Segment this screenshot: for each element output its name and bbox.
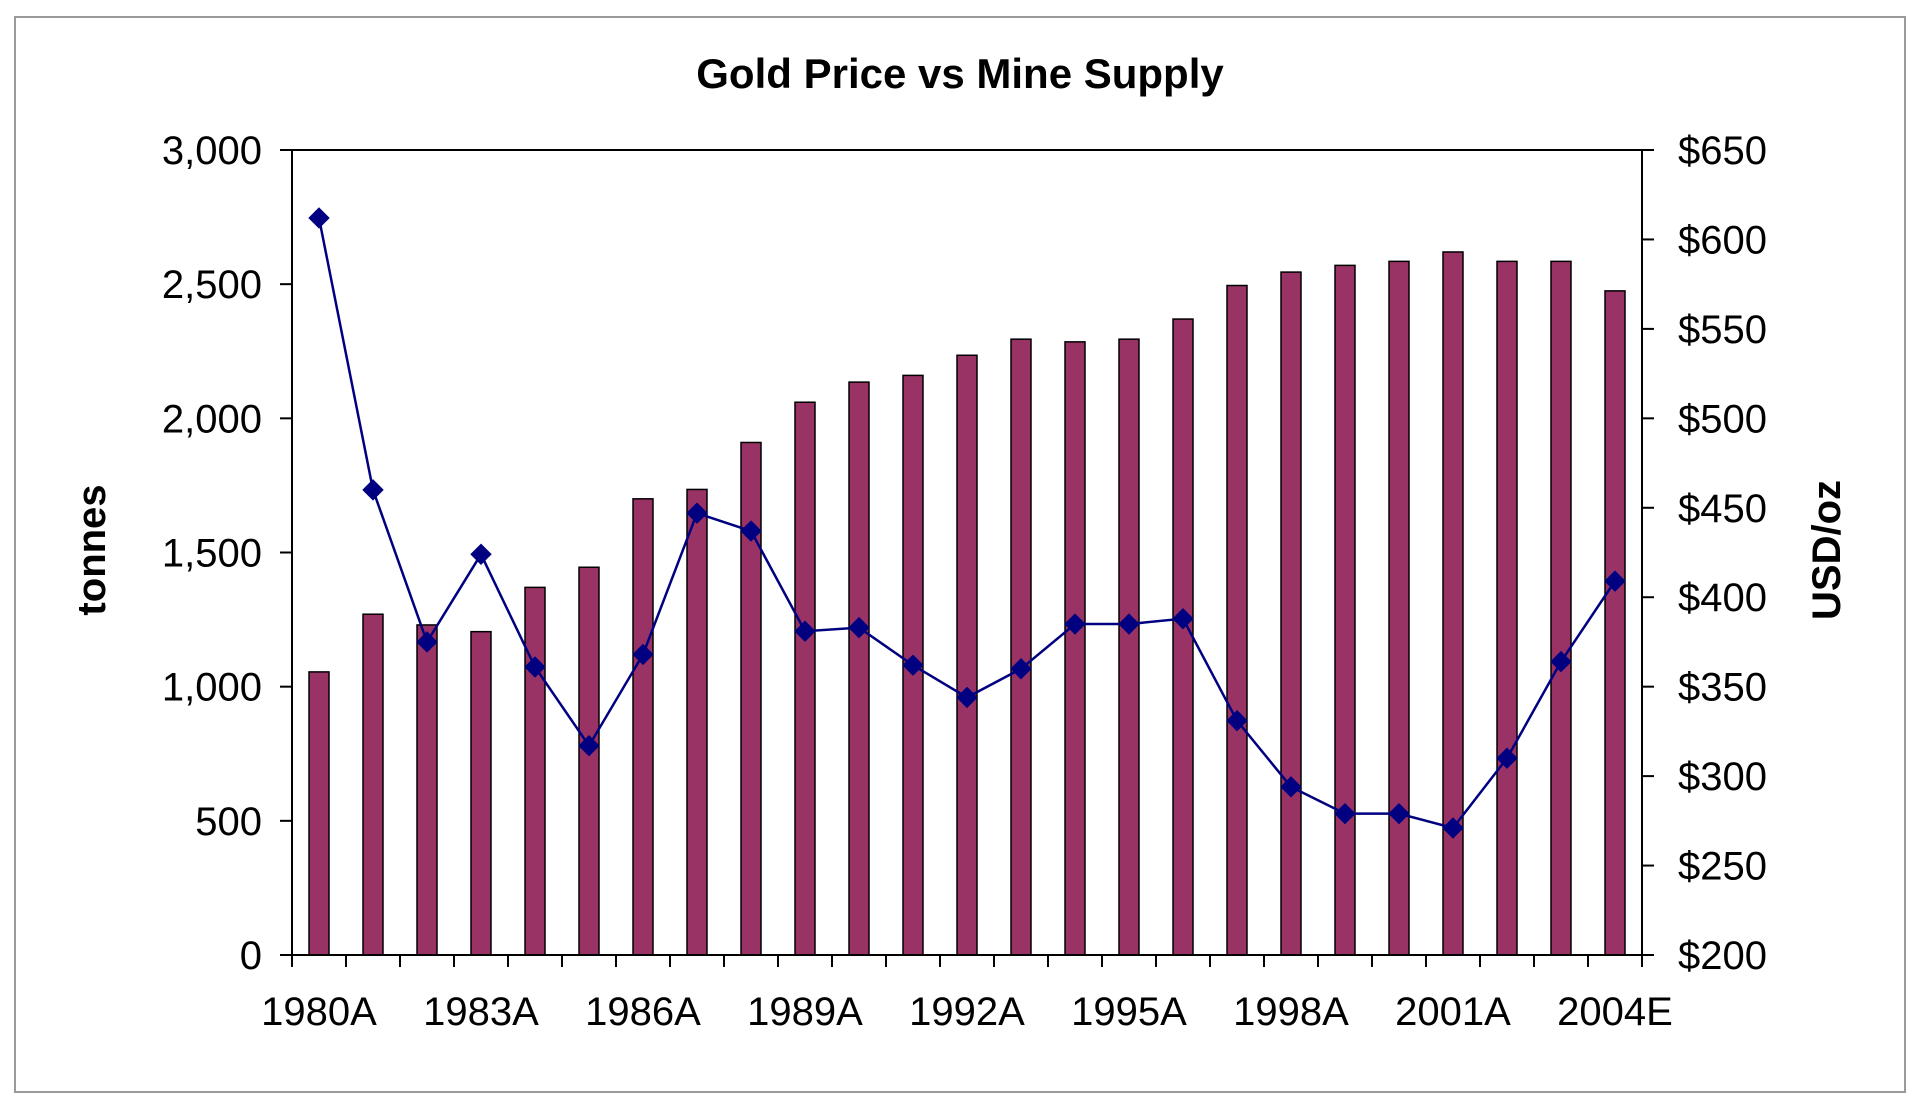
bar-1997A [1226, 284, 1248, 956]
price-point-1984A [524, 656, 546, 678]
price-point-1988A [740, 520, 762, 542]
y2-axis-title: USD/oz [1805, 480, 1849, 620]
price-point-1993A [1010, 658, 1032, 680]
price-point-1982A [416, 631, 438, 653]
y-tick-label: 0 [240, 934, 262, 978]
price-point-1991A [902, 654, 924, 676]
bar-1980A [308, 671, 330, 956]
price-point-1997A [1226, 709, 1248, 732]
x-tick-label: 2004E [1557, 990, 1673, 1034]
bar-1986A [632, 498, 654, 956]
price-point-1998A [1280, 776, 1302, 798]
price-point-1999A [1334, 802, 1356, 825]
price-point-1990A [848, 616, 870, 639]
bar-1992A [956, 354, 978, 956]
price-point-1986A [632, 643, 654, 666]
price-point-1989A [794, 620, 816, 642]
x-tick-label: 1995A [1071, 990, 1187, 1034]
bar-1990A [848, 381, 870, 956]
y2-tick-label: $450 [1678, 487, 1767, 531]
bar-2003A [1550, 260, 1572, 956]
bar-1982A [416, 624, 438, 956]
y-tick-label: 1,500 [162, 532, 262, 576]
price-point-1981A [362, 479, 384, 501]
bar-1988A [740, 441, 762, 956]
y2-tick-label: $400 [1678, 576, 1767, 620]
x-tick-label: 2001A [1395, 990, 1511, 1034]
price-point-2004E [1604, 570, 1626, 592]
y2-tick-label: $500 [1678, 397, 1767, 441]
x-tick-label: 1983A [423, 990, 539, 1034]
price-point-1985A [578, 734, 600, 757]
y2-tick-label: $650 [1678, 129, 1767, 173]
bar-1995A [1118, 338, 1140, 956]
x-tick-label: 1998A [1233, 990, 1349, 1034]
y-axis-title: tonnes [70, 484, 114, 615]
x-tick-label: 1992A [909, 990, 1025, 1034]
bar-1996A [1172, 318, 1194, 956]
x-tick-label: 1986A [585, 990, 701, 1034]
y-tick-label: 2,500 [162, 263, 262, 307]
y2-tick-label: $250 [1678, 845, 1767, 889]
bar-2000A [1388, 260, 1410, 956]
y-tick-label: 1,000 [162, 666, 262, 710]
price-point-2001A [1442, 817, 1464, 839]
price-point-2003A [1550, 650, 1572, 673]
bar-1989A [794, 401, 816, 956]
price-point-1987A [686, 502, 708, 524]
price-point-1992A [956, 686, 978, 709]
chart-title: Gold Price vs Mine Supply [696, 50, 1224, 97]
x-tick-label: 1989A [747, 990, 863, 1034]
y2-tick-label: $200 [1678, 934, 1767, 978]
price-point-2002A [1496, 747, 1518, 769]
bar-2002A [1496, 260, 1518, 956]
bar-1983A [470, 630, 492, 956]
y2-tick-label: $350 [1678, 666, 1767, 710]
y-tick-label: 3,000 [162, 129, 262, 173]
bar-1994A [1064, 341, 1086, 956]
price-point-2000A [1388, 802, 1410, 825]
price-point-1995A [1118, 613, 1140, 635]
price-point-1983A [470, 543, 492, 565]
bar-1981A [362, 613, 384, 956]
y2-tick-label: $300 [1678, 755, 1767, 799]
x-tick-label: 1980A [261, 990, 377, 1034]
bar-1985A [578, 566, 600, 956]
bar-1999A [1334, 264, 1356, 956]
bar-2001A [1442, 251, 1464, 956]
bar-1984A [524, 586, 546, 956]
bar-1987A [686, 488, 708, 956]
price-point-1996A [1172, 607, 1194, 630]
plot-layer: 0 500 1,000 1,500 2,000 2,500 3,000 $200 $250 $30… [162, 129, 1767, 1034]
y-tick-label: 500 [195, 800, 262, 844]
y-tick-label: 2,000 [162, 397, 262, 441]
y2-tick-label: $600 [1678, 218, 1767, 262]
bar-1998A [1280, 271, 1302, 956]
price-point-1980A [308, 207, 330, 229]
bar-2004E [1604, 290, 1626, 956]
price-point-1994A [1064, 613, 1086, 635]
y2-tick-label: $550 [1678, 308, 1767, 352]
bar-1993A [1010, 338, 1032, 956]
